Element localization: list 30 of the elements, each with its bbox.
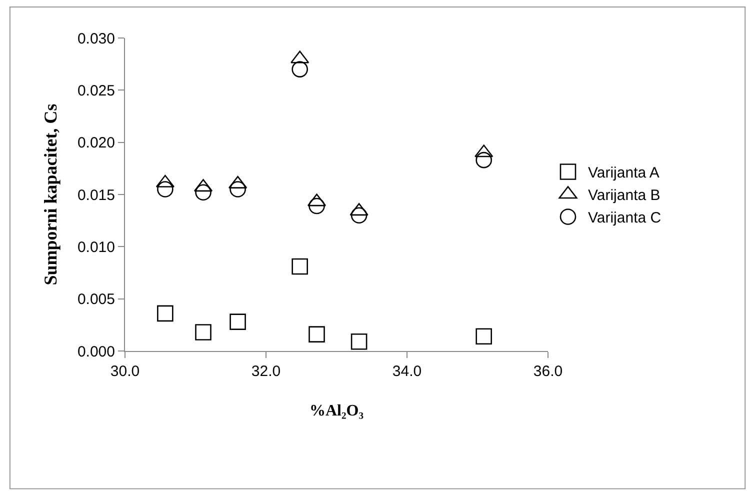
y-tick-label: 0.010 bbox=[77, 238, 115, 256]
point bbox=[350, 207, 368, 224]
point bbox=[195, 324, 212, 340]
y-tick-label: 0.000 bbox=[77, 343, 115, 360]
x-tick-label: 30.0 bbox=[110, 363, 140, 380]
x-tick-label: 36.0 bbox=[533, 363, 563, 380]
point bbox=[195, 184, 212, 201]
point bbox=[157, 181, 174, 198]
legend-label: Varijanta C bbox=[588, 210, 662, 227]
point bbox=[292, 258, 308, 275]
x-tick-label: 34.0 bbox=[392, 363, 422, 380]
x-tick-label: 32.0 bbox=[251, 363, 281, 380]
legend-label: Varijanta A bbox=[588, 164, 660, 182]
point bbox=[230, 314, 246, 330]
point bbox=[292, 61, 308, 78]
point bbox=[308, 198, 325, 214]
point bbox=[308, 326, 325, 342]
point bbox=[476, 328, 492, 345]
y-tick-label: 0.030 bbox=[77, 30, 115, 48]
point bbox=[476, 152, 492, 168]
y-tick-label: 0.020 bbox=[77, 134, 115, 152]
point bbox=[230, 181, 246, 198]
y-axis-title: Sumporni kapacitet, Cs bbox=[40, 104, 61, 286]
point bbox=[350, 333, 368, 350]
point bbox=[157, 305, 174, 322]
y-tick-label: 0.015 bbox=[77, 186, 115, 204]
legend-label: Varijanta B bbox=[588, 187, 660, 204]
y-tick-label: 0.005 bbox=[77, 291, 115, 308]
x-axis-title: %Al₂O₃ bbox=[309, 402, 364, 420]
y-tick-label: 0.025 bbox=[77, 82, 115, 100]
